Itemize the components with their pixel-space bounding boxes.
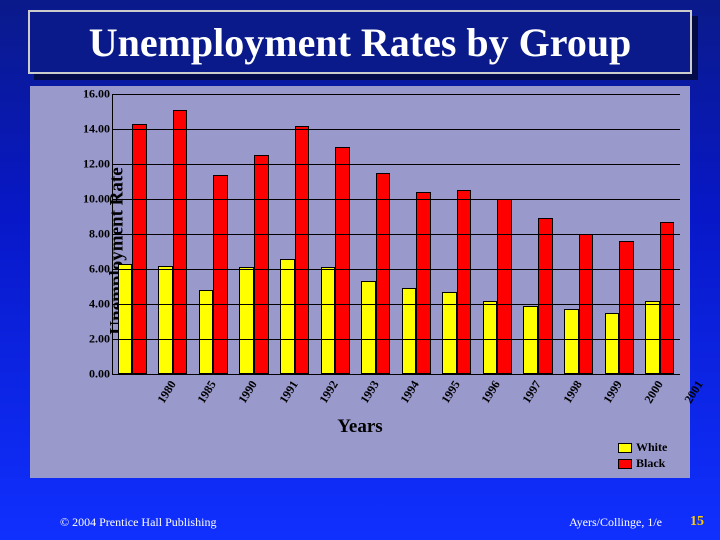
legend-swatch <box>618 459 632 469</box>
legend-swatch <box>618 443 632 453</box>
title-banner: Unemployment Rates by Group <box>28 10 692 74</box>
bar <box>605 313 620 374</box>
y-tick-label: 14.00 <box>76 122 110 137</box>
footer-attribution: Ayers/Collinge, 1/e <box>569 515 662 530</box>
title-box: Unemployment Rates by Group <box>28 10 692 74</box>
x-axis-label: Years <box>30 416 690 438</box>
x-tick-label: 1996 <box>479 378 504 406</box>
x-tick-label: 2001 <box>682 378 707 406</box>
bar <box>376 173 391 374</box>
gridline <box>112 129 680 130</box>
chart-panel: Unemployment Rate Years White Black 0.00… <box>30 86 690 478</box>
legend-label: Black <box>636 456 665 471</box>
legend-item: Black <box>618 456 682 471</box>
legend: White Black <box>616 437 684 474</box>
bar <box>213 175 228 375</box>
y-tick-label: 10.00 <box>76 192 110 207</box>
bar <box>321 267 336 374</box>
gridline <box>112 94 680 95</box>
y-tick-label: 8.00 <box>76 227 110 242</box>
bar <box>280 259 295 375</box>
bar <box>619 241 634 374</box>
gridline <box>112 304 680 305</box>
x-tick-label: 1991 <box>276 378 301 406</box>
y-tick-label: 4.00 <box>76 297 110 312</box>
x-tick-label: 1999 <box>600 378 625 406</box>
bar <box>457 190 472 374</box>
x-tick-label: 1985 <box>195 378 220 406</box>
bar <box>295 126 310 375</box>
legend-item: White <box>618 440 682 455</box>
page-number: 15 <box>690 514 704 530</box>
x-tick-label: 1993 <box>357 378 382 406</box>
bar <box>132 124 147 374</box>
y-tick-label: 0.00 <box>76 367 110 382</box>
bar <box>254 155 269 374</box>
x-tick-label: 1998 <box>560 378 585 406</box>
x-tick-label: 2000 <box>641 378 666 406</box>
x-tick-label: 1994 <box>398 378 423 406</box>
bar <box>645 301 660 375</box>
gridline <box>112 339 680 340</box>
gridline <box>112 164 680 165</box>
bar <box>158 266 173 375</box>
title-text: Unemployment Rates by Group <box>89 19 632 66</box>
x-tick-label: 1997 <box>519 378 544 406</box>
gridline <box>112 234 680 235</box>
bar <box>416 192 431 374</box>
bar <box>239 267 254 374</box>
y-tick-label: 2.00 <box>76 332 110 347</box>
x-tick-label: 1992 <box>316 378 341 406</box>
y-tick-label: 6.00 <box>76 262 110 277</box>
bar <box>199 290 214 374</box>
y-tick-label: 12.00 <box>76 157 110 172</box>
bar <box>564 309 579 374</box>
x-tick-label: 1980 <box>154 378 179 406</box>
gridline <box>112 199 680 200</box>
bar <box>118 264 133 374</box>
bar <box>402 288 417 374</box>
footer-copyright: © 2004 Prentice Hall Publishing <box>60 515 216 530</box>
y-tick-label: 16.00 <box>76 87 110 102</box>
bar <box>173 110 188 374</box>
x-tick-label: 1990 <box>235 378 260 406</box>
bar <box>361 281 376 374</box>
bar <box>483 301 498 375</box>
bar <box>660 222 675 374</box>
x-tick-label: 1995 <box>438 378 463 406</box>
gridline <box>112 374 680 375</box>
gridline <box>112 269 680 270</box>
bar <box>538 218 553 374</box>
legend-label: White <box>636 440 667 455</box>
bar <box>497 199 512 374</box>
